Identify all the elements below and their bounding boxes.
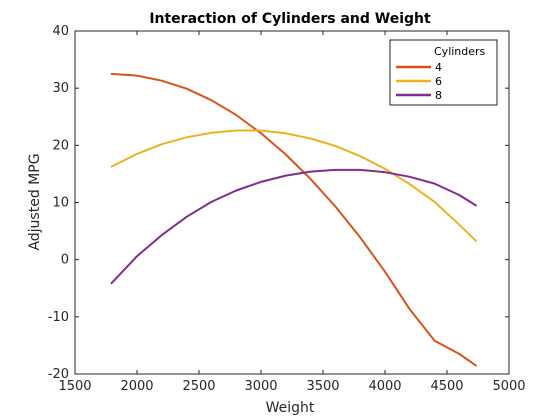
y-axis-label: Adjusted MPG (27, 153, 43, 250)
y-tick-label: 30 (52, 81, 69, 96)
x-axis-label: Weight (266, 400, 315, 416)
legend-title: Cylinders (434, 45, 486, 58)
x-tick-label: 4000 (368, 379, 401, 394)
series-line-4 (110, 72, 477, 367)
chart-title: Interaction of Cylinders and Weight (149, 11, 431, 27)
x-tick-label: 5000 (492, 379, 525, 394)
y-tick-label: 40 (52, 24, 69, 39)
y-tick-label: -10 (48, 310, 69, 325)
legend: Cylinders 468 (389, 39, 498, 106)
y-tick-label: 20 (52, 138, 69, 153)
x-axis: 1500 2000 2500 3000 3500 4000 4500 5000 (58, 31, 526, 394)
series-line-8 (110, 168, 477, 285)
series-line-6 (110, 129, 477, 242)
x-tick-label: 3500 (306, 379, 339, 394)
y-tick-label: 10 (52, 196, 69, 211)
legend-label-8: 8 (435, 89, 442, 102)
legend-entries: 468 (396, 61, 442, 102)
legend-label-6: 6 (435, 75, 442, 88)
x-tick-label: 2500 (182, 379, 215, 394)
legend-label-4: 4 (435, 61, 442, 74)
x-tick-label: 3000 (244, 379, 277, 394)
y-tick-label: 0 (61, 253, 69, 268)
x-tick-label: 4500 (430, 379, 463, 394)
y-tick-label: -20 (48, 367, 69, 382)
x-tick-label: 2000 (120, 379, 153, 394)
y-axis: -20 -10 0 10 20 30 40 (48, 24, 509, 382)
x-tick-label: 1500 (58, 379, 91, 394)
series-layer (110, 72, 477, 367)
